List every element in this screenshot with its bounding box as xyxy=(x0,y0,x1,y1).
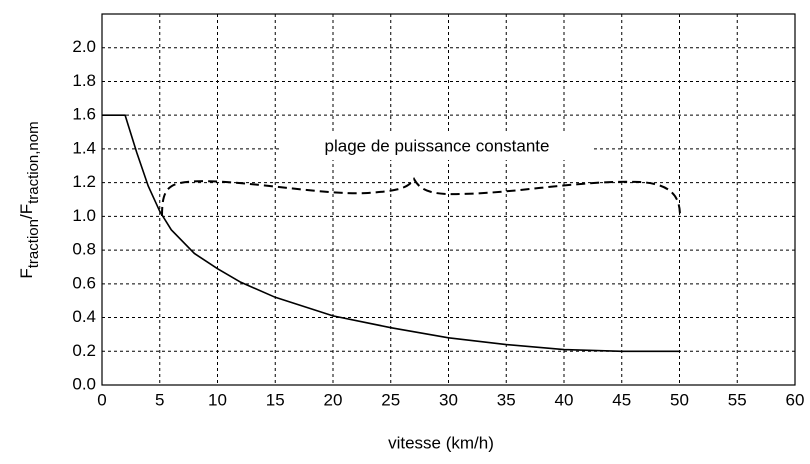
x-tick-label: 30 xyxy=(439,390,458,409)
x-tick-label: 40 xyxy=(555,390,574,409)
y-tick-label: 1.4 xyxy=(72,138,96,157)
data-line xyxy=(102,114,680,353)
y-label-part: traction,nom xyxy=(25,121,42,204)
y-tick-label: 0.6 xyxy=(72,273,96,292)
x-tick-label: 25 xyxy=(381,390,400,409)
y-label-part: /F xyxy=(17,204,36,219)
y-tick-label: 1.8 xyxy=(72,71,96,90)
y-label-part: F xyxy=(17,268,36,278)
x-tick-label: 0 xyxy=(97,390,106,409)
y-tick-label: 1.2 xyxy=(72,172,96,191)
y-tick-label: 0.8 xyxy=(72,240,96,259)
brace xyxy=(161,176,681,217)
x-tick-label: 55 xyxy=(728,390,747,409)
y-tick-label: 1.6 xyxy=(72,105,96,124)
x-tick-label: 20 xyxy=(324,390,343,409)
y-tick-label: 1.0 xyxy=(72,206,96,225)
y-tick-label: 0.2 xyxy=(72,341,96,360)
x-tick-label: 15 xyxy=(266,390,285,409)
annotation: plage de puissance constante xyxy=(325,136,550,155)
y-label-part: traction xyxy=(25,219,42,268)
x-tick-label: 10 xyxy=(208,390,227,409)
plot-frame xyxy=(101,13,796,386)
annotation-background xyxy=(280,134,594,160)
x-tick-label: 45 xyxy=(612,390,631,409)
y-tick-label: 0.0 xyxy=(72,374,96,393)
y-tick-label: 0.4 xyxy=(72,307,96,326)
x-tick-label: 50 xyxy=(670,390,689,409)
x-axis-label: vitesse (km/h) xyxy=(388,433,494,452)
y-axis-label: Ftraction/Ftraction,nom xyxy=(17,121,41,278)
x-tick-label: 60 xyxy=(786,390,805,409)
x-tick-label: 35 xyxy=(497,390,516,409)
x-tick-label: 5 xyxy=(155,390,164,409)
y-tick-label: 2.0 xyxy=(72,37,96,56)
